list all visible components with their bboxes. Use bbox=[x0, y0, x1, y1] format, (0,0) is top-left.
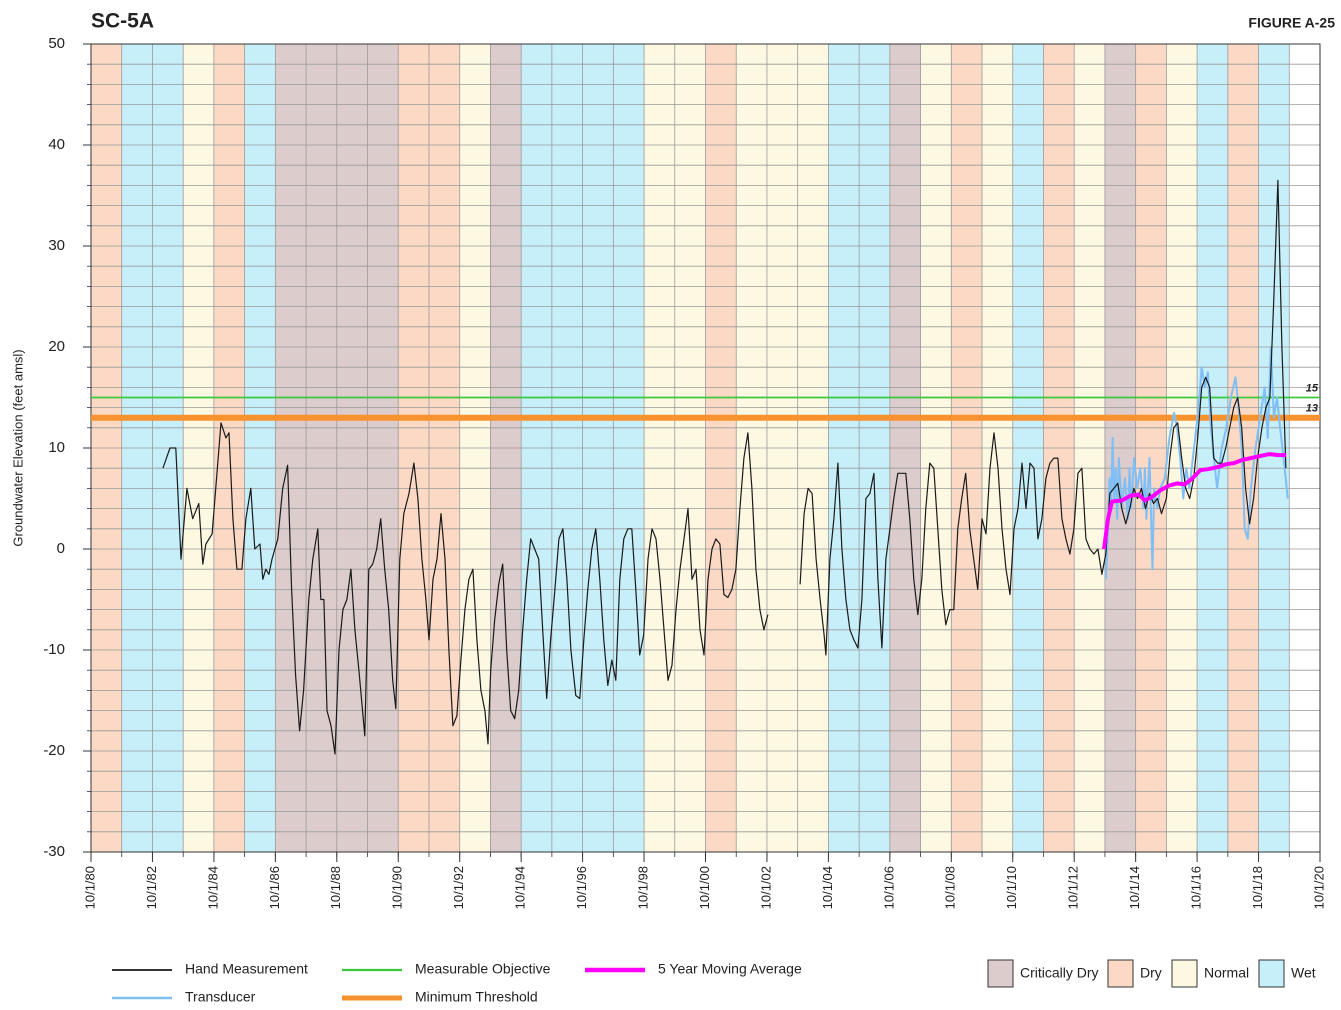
legend-label: Critically Dry bbox=[1020, 965, 1099, 981]
y-tick-label: 30 bbox=[48, 237, 65, 254]
reference-label: 15 bbox=[1306, 382, 1319, 394]
y-axis-label: Groundwater Elevation (feet amsl) bbox=[10, 349, 25, 546]
x-tick-label: 10/1/84 bbox=[205, 866, 220, 909]
y-tick-label: 20 bbox=[48, 338, 65, 355]
x-tick-label: 10/1/00 bbox=[697, 866, 712, 909]
legend-label: Transducer bbox=[185, 989, 256, 1005]
y-tick-label: -30 bbox=[43, 843, 65, 860]
x-tick-label: 10/1/98 bbox=[635, 866, 650, 909]
series-line bbox=[162, 179, 1287, 755]
legend-label: Dry bbox=[1140, 965, 1162, 981]
reference-label: 13 bbox=[1306, 403, 1318, 415]
y-tick-label: 40 bbox=[48, 136, 65, 153]
x-tick-label: 10/1/12 bbox=[1066, 866, 1081, 909]
legend-box bbox=[1171, 959, 1198, 988]
x-tick-label: 10/1/08 bbox=[943, 866, 958, 909]
x-tick-label: 10/1/06 bbox=[881, 866, 896, 909]
series-line bbox=[1102, 452, 1287, 550]
y-tick-label: 50 bbox=[48, 35, 65, 52]
legend-box bbox=[1258, 959, 1285, 988]
y-tick-label: -20 bbox=[43, 742, 65, 759]
x-tick-label: 10/1/20 bbox=[1311, 866, 1326, 909]
x-tick-label: 10/1/04 bbox=[820, 866, 835, 909]
chart-title: SC-5A bbox=[91, 10, 154, 33]
x-tick-label: 10/1/02 bbox=[758, 866, 773, 909]
legend-label: 5 Year Moving Average bbox=[658, 961, 802, 977]
x-tick-label: 10/1/14 bbox=[1127, 866, 1142, 909]
x-tick-label: 10/1/88 bbox=[328, 866, 343, 909]
y-tick-label: 10 bbox=[48, 439, 65, 456]
y-tick-label: -10 bbox=[43, 641, 65, 658]
x-tick-label: 10/1/90 bbox=[390, 866, 405, 909]
y-tick-label: 0 bbox=[57, 540, 65, 557]
x-tick-label: 10/1/92 bbox=[451, 866, 466, 909]
legend-label: Normal bbox=[1204, 965, 1249, 981]
figure-label: FIGURE A-25 bbox=[1248, 15, 1335, 31]
legend-label: Minimum Threshold bbox=[415, 989, 538, 1005]
plot-frame bbox=[90, 43, 1321, 853]
x-tick-label: 10/1/16 bbox=[1189, 866, 1204, 909]
x-tick-label: 10/1/96 bbox=[574, 866, 589, 909]
x-tick-label: 10/1/18 bbox=[1250, 866, 1265, 909]
x-tick-label: 10/1/94 bbox=[513, 866, 528, 909]
legend-label: Measurable Objective bbox=[415, 961, 551, 977]
x-tick-label: 10/1/80 bbox=[82, 866, 97, 909]
x-tick-label: 10/1/82 bbox=[144, 866, 159, 909]
legend-box bbox=[1107, 959, 1134, 988]
x-tick-label: 10/1/10 bbox=[1004, 866, 1019, 909]
series-line bbox=[1104, 346, 1289, 580]
legend-box bbox=[987, 959, 1014, 988]
legend-label: Wet bbox=[1291, 965, 1316, 981]
x-tick-label: 10/1/86 bbox=[267, 866, 282, 909]
legend-label: Hand Measurement bbox=[185, 961, 308, 977]
